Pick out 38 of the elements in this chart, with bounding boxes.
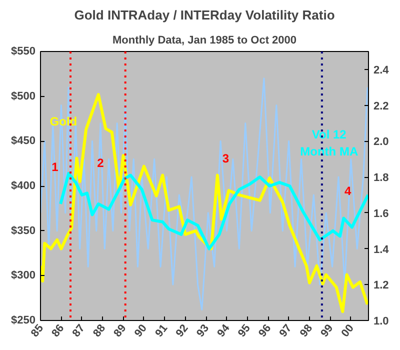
x-tick-label: 00 <box>339 322 356 340</box>
x-tick-label: 91 <box>153 322 170 340</box>
x-tick-label: 97 <box>277 322 294 340</box>
y2-tick-label: 2.0 <box>374 136 389 148</box>
x-tick-label: 99 <box>318 322 336 340</box>
x-tick-label: 95 <box>236 322 253 340</box>
x-tick-label: 88 <box>91 322 108 340</box>
y-tick-label: $450 <box>11 135 36 148</box>
y2-tick-label: 1.2 <box>374 280 389 292</box>
x-tick-label: 87 <box>70 322 88 340</box>
y-tick-label: $400 <box>11 180 36 192</box>
y-tick-label: $350 <box>11 224 36 237</box>
annotation: Gold <box>50 114 78 128</box>
annotation: Vol 12 Month MA <box>300 128 358 158</box>
x-tick-label: 98 <box>298 322 316 340</box>
y-tick-label: $500 <box>11 90 36 102</box>
y2-tick-label: 1.6 <box>374 208 389 220</box>
y2-tick-label: 1.8 <box>374 172 389 184</box>
y2-tick-label: 1.4 <box>374 244 390 256</box>
y2-tick-label: 2.2 <box>374 100 389 112</box>
x-tick-label: 89 <box>112 322 129 340</box>
y2-tick-label: 2.4 <box>374 64 390 76</box>
y-tick-label: $300 <box>11 270 36 282</box>
y2-tick-label: 1.0 <box>374 316 389 328</box>
annotation: 1 <box>52 160 59 174</box>
x-tick-label: 86 <box>50 322 67 340</box>
x-tick-label: 92 <box>174 322 191 340</box>
chart-title: Gold INTRAday / INTERday Volatility Ratio <box>74 8 335 22</box>
annotation: 3 <box>222 152 230 166</box>
x-tick-label: 90 <box>132 322 150 340</box>
x-tick-label: 93 <box>194 322 212 340</box>
chart-subtitle: Monthly Data, Jan 1985 to Oct 2000 <box>112 34 297 46</box>
line-series <box>59 172 368 250</box>
annotation: 2 <box>97 156 104 170</box>
x-tick-label: 94 <box>215 322 233 340</box>
annotation: 4 <box>344 184 352 198</box>
y-tick-label: $550 <box>11 46 36 58</box>
x-tick-label: 96 <box>256 322 274 340</box>
